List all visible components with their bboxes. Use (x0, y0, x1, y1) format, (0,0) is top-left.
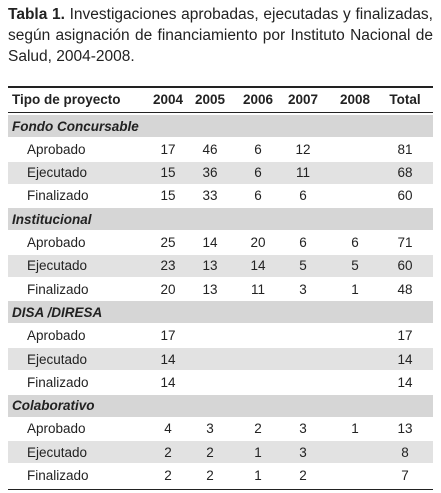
row-label: Ejecutado (27, 165, 88, 181)
caption-text: Investigaciones aprobadas, ejecutadas y … (8, 6, 433, 65)
cell-value: 60 (397, 188, 413, 204)
cell-value: 2 (254, 421, 262, 437)
row-band (8, 254, 433, 277)
cell-value: 5 (351, 258, 359, 274)
top-rule (8, 86, 433, 88)
row-label: Aprobado (27, 235, 86, 250)
row-label: Ejecutado (27, 444, 88, 460)
row-band (8, 161, 433, 184)
cell-value: 6 (299, 188, 307, 204)
cell-value: 20 (160, 281, 176, 297)
group-band (8, 115, 433, 137)
group-name: DISA /DIRESA (12, 304, 103, 320)
cell-value: 2 (206, 468, 214, 483)
column-header: Tipo de proyecto (12, 92, 121, 107)
row-label: Aprobado (27, 421, 86, 437)
cell-value: 6 (254, 188, 262, 204)
row-band (8, 441, 433, 464)
column-header: Total (389, 92, 421, 107)
row-label: Ejecutado (27, 258, 88, 274)
caption-label: Tabla 1. (8, 6, 65, 23)
cell-value: 12 (295, 141, 311, 157)
cell-value: 25 (160, 235, 176, 250)
cell-value: 14 (250, 258, 266, 274)
cell-value: 14 (397, 374, 413, 390)
caption: Tabla 1. Investigaciones aprobadas, ejec… (8, 4, 433, 67)
cell-value: 3 (206, 421, 214, 437)
cell-value: 33 (202, 188, 218, 204)
column-header: 2005 (194, 92, 226, 107)
cell-value: 13 (202, 258, 218, 274)
cell-value: 60 (397, 258, 413, 274)
cell-value: 5 (299, 258, 307, 274)
group-band (8, 208, 433, 231)
column-header: 2007 (287, 92, 319, 107)
cell-value: 17 (397, 328, 413, 344)
cell-value: 11 (295, 165, 311, 181)
cell-value: 2 (206, 444, 214, 460)
cell-value: 11 (250, 281, 266, 297)
header-rule (8, 112, 433, 113)
cell-value: 14 (160, 374, 176, 390)
cell-value: 3 (299, 444, 307, 460)
cell-value: 3 (299, 281, 307, 297)
cell-value: 20 (250, 235, 266, 250)
column-header: 2006 (242, 92, 274, 107)
group-band (8, 301, 433, 324)
cell-value: 36 (202, 165, 218, 181)
cell-value: 6 (299, 235, 307, 250)
cell-value: 15 (160, 188, 176, 204)
cell-value: 2 (164, 468, 172, 483)
row-label: Aprobado (27, 141, 86, 157)
cell-value: 48 (397, 281, 413, 297)
cell-value: 23 (160, 258, 176, 274)
cell-value: 6 (351, 235, 359, 250)
group-name: Institucional (12, 211, 92, 227)
column-header: 2008 (339, 92, 371, 107)
cell-value: 13 (397, 421, 413, 437)
cell-value: 13 (202, 281, 218, 297)
cell-value: 68 (397, 165, 413, 181)
cell-value: 71 (397, 235, 413, 250)
cell-value: 8 (401, 444, 409, 460)
cell-value: 7 (401, 468, 409, 483)
cell-value: 1 (254, 444, 262, 460)
cell-value: 2 (164, 444, 172, 460)
cell-value: 1 (351, 421, 359, 437)
row-label: Ejecutado (27, 351, 88, 367)
cell-value: 14 (397, 351, 413, 367)
row-label: Aprobado (27, 328, 86, 344)
cell-value: 14 (202, 235, 218, 250)
cell-value: 6 (254, 141, 262, 157)
cell-value: 1 (351, 281, 359, 297)
cell-value: 4 (164, 421, 172, 437)
cell-value: 81 (397, 141, 413, 157)
row-label: Finalizado (27, 374, 89, 390)
group-band (8, 394, 433, 417)
cell-value: 46 (202, 141, 218, 157)
cell-value: 17 (160, 141, 176, 157)
cell-value: 17 (160, 328, 176, 344)
group-name: Fondo Concursable (12, 118, 139, 134)
row-label: Finalizado (27, 468, 89, 483)
cell-value: 15 (160, 165, 176, 181)
row-label: Finalizado (27, 281, 89, 297)
cell-value: 14 (160, 351, 176, 367)
column-header: 2004 (152, 92, 184, 107)
bottom-rule (8, 489, 433, 490)
row-band (8, 348, 433, 370)
row-label: Finalizado (27, 188, 89, 204)
cell-value: 6 (254, 165, 262, 181)
group-name: Colaborativo (12, 398, 95, 414)
cell-value: 1 (254, 468, 262, 483)
cell-value: 2 (299, 468, 307, 483)
cell-value: 3 (299, 421, 307, 437)
